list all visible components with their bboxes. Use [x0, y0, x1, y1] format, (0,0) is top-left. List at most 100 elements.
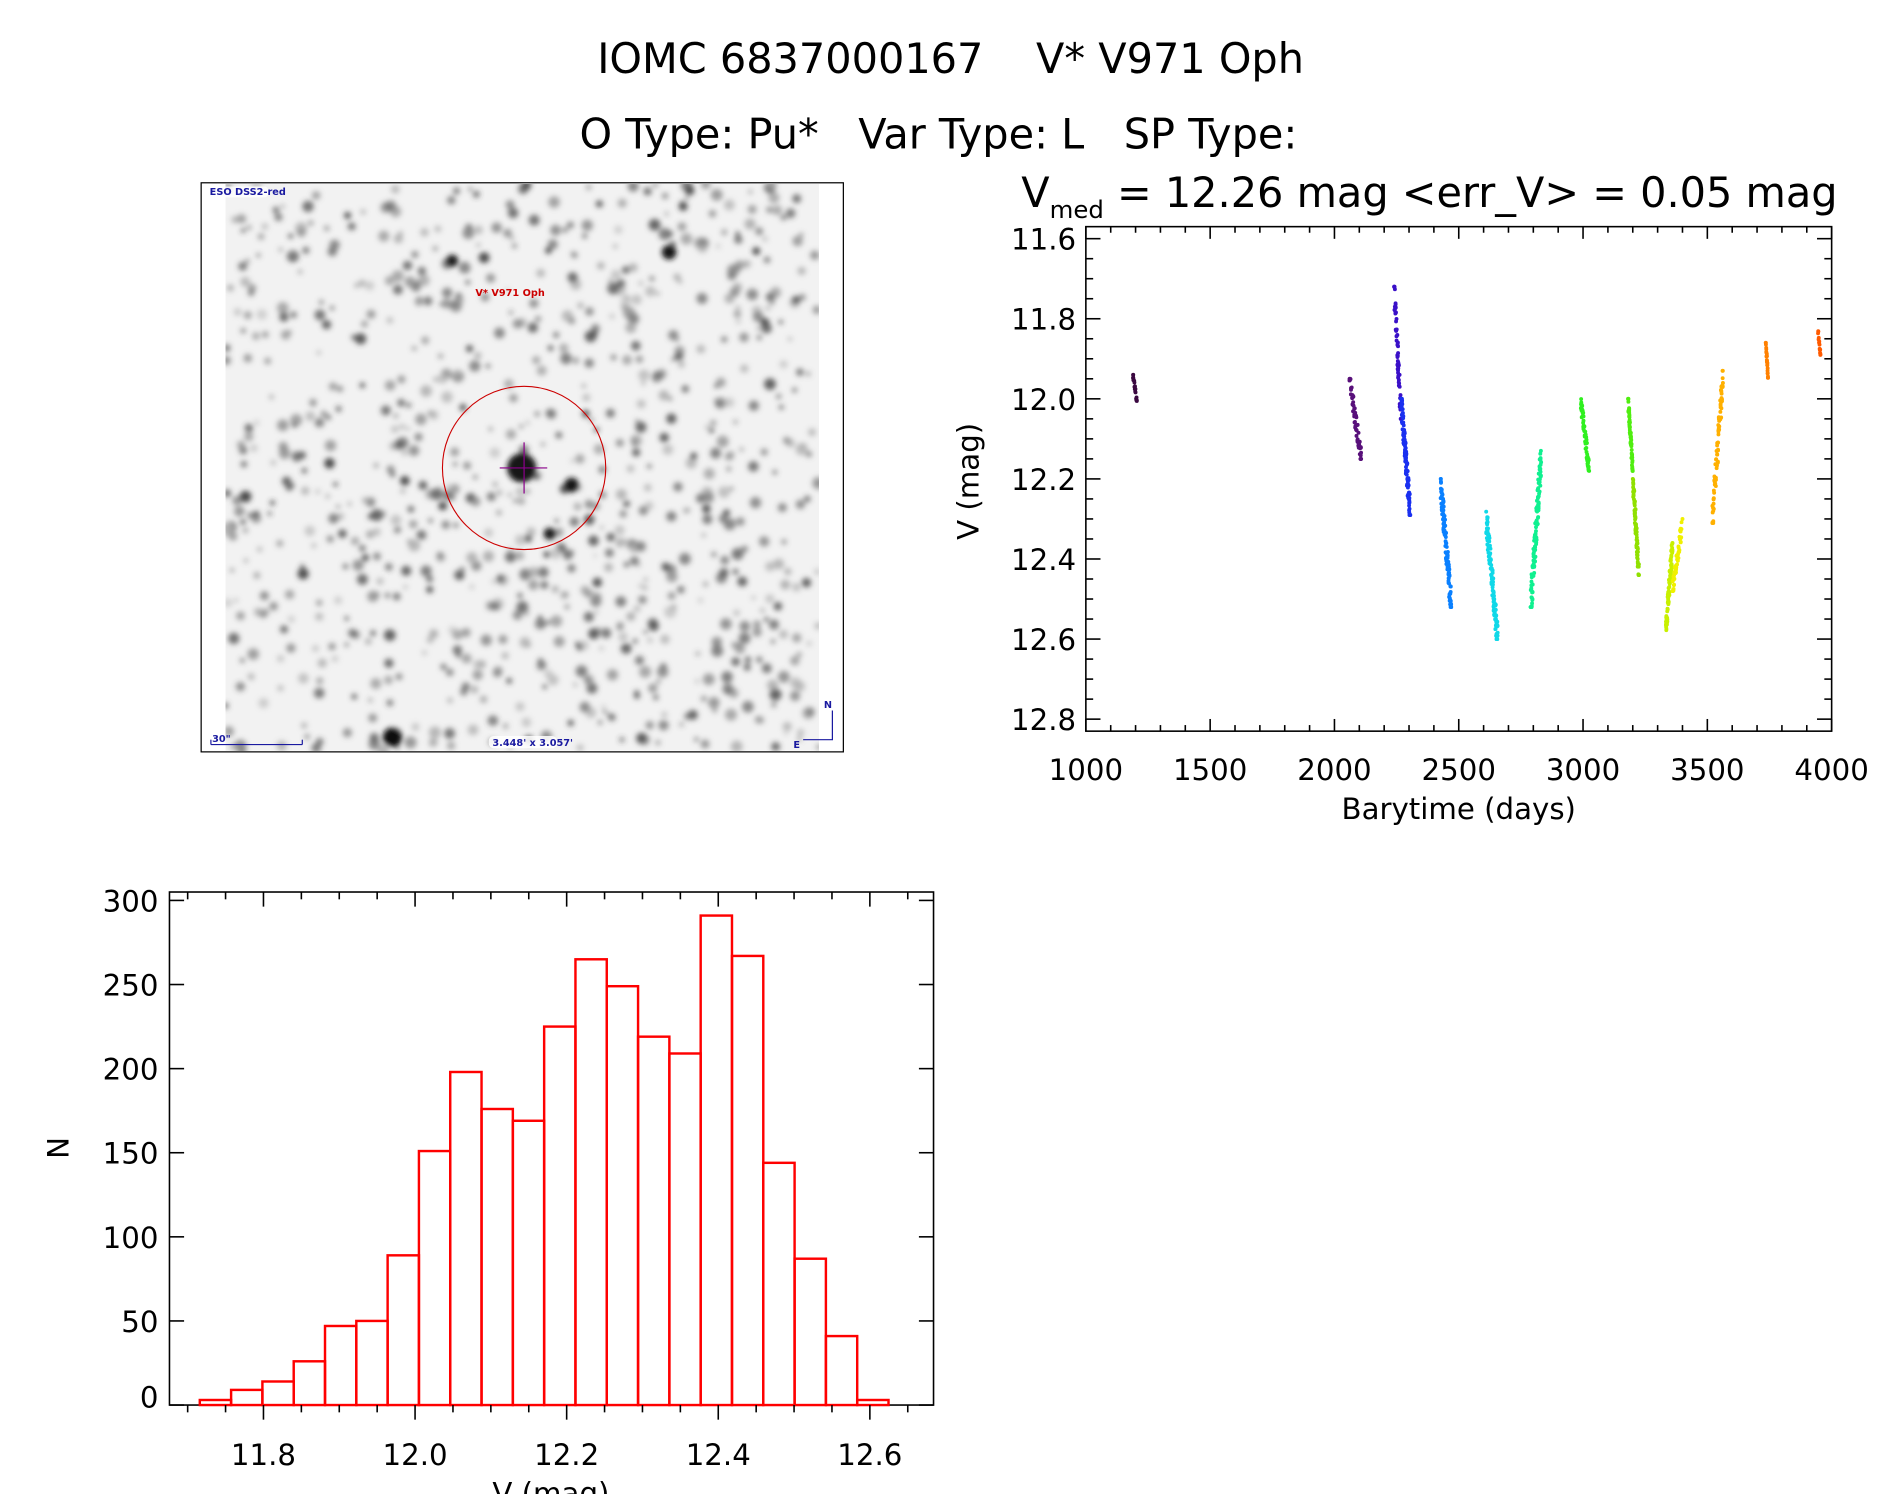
light-curve-chart: Vmed = 12.26 mag <err_V> = 0.05 mag 1000…	[952, 169, 1869, 826]
lc-data-point	[1528, 605, 1533, 609]
scale-label: 30"	[212, 734, 231, 745]
lc-data-point	[1538, 473, 1543, 478]
lc-y-tick-label: 12.6	[1011, 623, 1076, 657]
lc-data-point	[1586, 468, 1591, 473]
lc-data-point	[1533, 531, 1538, 536]
lc-data-point	[1627, 430, 1632, 435]
lc-data-point	[1441, 517, 1445, 522]
lc-data-point	[1530, 582, 1535, 587]
lc-data-point	[1817, 347, 1822, 352]
lc-data-point	[1399, 405, 1404, 410]
hist-bar	[449, 1070, 483, 1407]
lc-data-point	[1635, 545, 1640, 550]
lc-data-point	[1393, 302, 1398, 307]
lc-data-point	[1711, 506, 1716, 511]
lc-x-tick-label: 1000	[1049, 753, 1123, 787]
lc-data-point	[1665, 620, 1669, 625]
lc-data-point	[1358, 445, 1363, 450]
lc-data-point	[1529, 586, 1534, 591]
lc-data-point	[1485, 515, 1490, 520]
lc-data-point	[1715, 443, 1720, 448]
lc-data-point	[1351, 400, 1356, 405]
lc-data-point	[1579, 400, 1584, 405]
lc-data-point	[1667, 585, 1672, 589]
target-crosshair	[499, 442, 548, 494]
hist-plot-frame	[168, 891, 935, 1406]
lc-data-point	[1536, 481, 1541, 485]
hist-x-tick-label: 12.4	[686, 1438, 751, 1472]
lc-data-point	[1579, 397, 1584, 402]
star	[661, 244, 677, 260]
lc-data-point	[1711, 488, 1716, 493]
lc-data-point	[1351, 409, 1356, 414]
lc-data-point	[1669, 548, 1674, 553]
lc-data-point	[1354, 423, 1359, 428]
lc-data-point	[1664, 628, 1669, 633]
lc-data-point	[1535, 509, 1540, 514]
lc-data-point	[1585, 458, 1590, 463]
lc-data-point	[1396, 344, 1400, 349]
lc-data-point	[1488, 543, 1492, 548]
lc-data-point	[1765, 366, 1770, 371]
lc-data-point	[1630, 468, 1635, 473]
lc-data-point	[1490, 568, 1495, 573]
lc-data-point	[1628, 441, 1633, 446]
lc-data-point	[1531, 561, 1536, 566]
lc-data-point	[1395, 333, 1400, 337]
lc-data-point	[1448, 598, 1453, 603]
lc-data-point	[1396, 360, 1401, 365]
lc-data-point	[1530, 601, 1535, 606]
lc-data-point	[1405, 476, 1410, 481]
hist-bar	[417, 1149, 452, 1407]
lc-data-point	[1714, 457, 1719, 462]
lc-data-point	[1538, 462, 1543, 467]
lc-data-point	[1444, 540, 1448, 545]
east-label: E	[793, 740, 800, 751]
lc-data-point	[1635, 541, 1639, 546]
lc-data-point	[1712, 482, 1717, 487]
lc-data-point	[1534, 542, 1539, 547]
hist-y-tick-label: 100	[103, 1221, 159, 1255]
lc-data-point	[1439, 501, 1444, 506]
lc-data-point	[1443, 523, 1448, 528]
lc-data-point	[1711, 501, 1716, 506]
lc-data-point	[1669, 563, 1674, 568]
lc-data-point	[1439, 505, 1444, 510]
lc-data-point	[1398, 393, 1403, 398]
lc-data-point	[1626, 396, 1631, 401]
lc-data-point	[1407, 496, 1412, 500]
lc-data-point	[1585, 461, 1590, 466]
lc-data-point	[1710, 520, 1715, 525]
hist-xlabel: V (mag)	[492, 1477, 609, 1494]
lc-data-point	[1628, 434, 1633, 438]
lc-data-point	[1720, 368, 1725, 373]
lc-data-point	[1680, 516, 1685, 521]
lc-data-point	[1444, 562, 1449, 566]
target-label: V* V971 Oph	[475, 288, 544, 299]
title-line-1: IOMC 6837000167 V* V971 Oph	[597, 35, 1304, 83]
lc-data-point	[1716, 423, 1721, 428]
lc-data-point	[1626, 399, 1631, 404]
hist-bar	[793, 1257, 828, 1407]
target-circle	[441, 385, 607, 551]
lc-data-point	[1442, 520, 1447, 525]
lc-data-point	[1440, 512, 1445, 517]
lc-data-point	[1532, 538, 1537, 543]
lc-data-point	[1491, 604, 1496, 609]
lc-data-point	[1407, 500, 1412, 505]
hist-ylabel: N	[41, 1137, 75, 1159]
lc-data-point	[1484, 509, 1489, 514]
lc-data-point	[1670, 541, 1675, 546]
lc-data-point	[1350, 393, 1355, 398]
lc-xlabel: Barytime (days)	[1342, 792, 1576, 826]
lc-data-point	[1529, 575, 1534, 580]
hist-x-tick-label: 12.0	[383, 1438, 448, 1472]
lc-data-point	[1632, 498, 1637, 503]
lc-y-tick-label: 11.6	[1011, 223, 1076, 257]
lc-y-tick-label: 12.0	[1011, 383, 1076, 417]
lc-x-tick-label: 4000	[1794, 753, 1868, 787]
lc-data-point	[1631, 480, 1636, 485]
lc-data-point	[1679, 527, 1684, 531]
lc-data-point	[1395, 355, 1400, 359]
